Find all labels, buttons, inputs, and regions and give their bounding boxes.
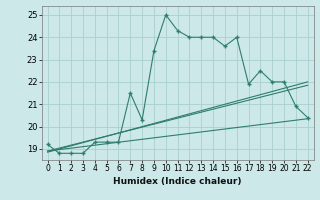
X-axis label: Humidex (Indice chaleur): Humidex (Indice chaleur) [113, 177, 242, 186]
